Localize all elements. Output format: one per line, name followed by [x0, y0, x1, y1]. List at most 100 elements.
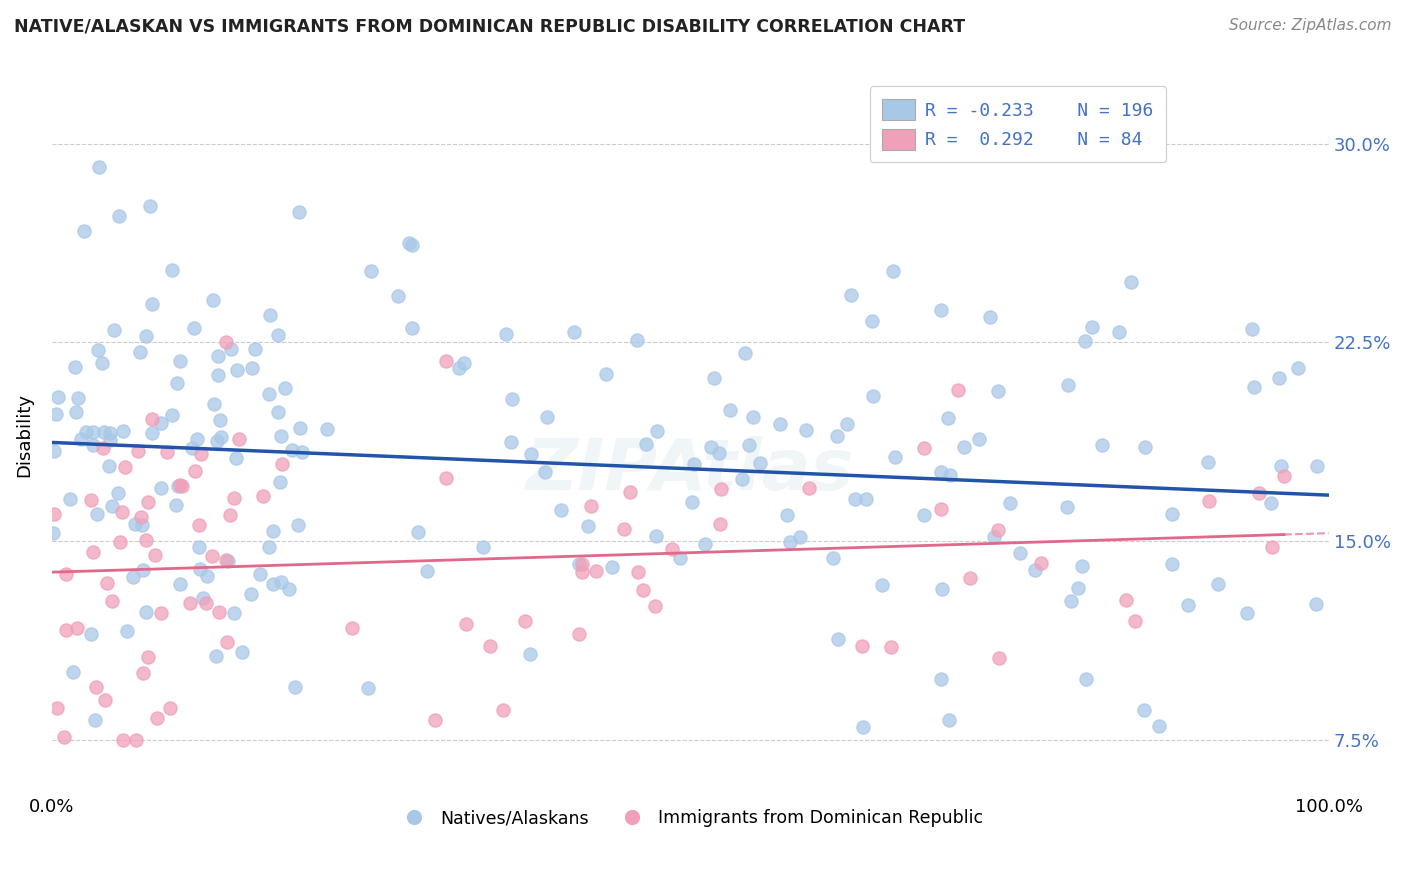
Point [734, 345, 756, 359]
Point [700, 440, 723, 454]
Point [718, 403, 741, 417]
Point [1177, 599, 1199, 613]
Point [53, 731, 76, 745]
Point [159, 701, 181, 715]
Point [80, 627, 103, 641]
Point [146, 711, 169, 725]
Point [1071, 559, 1094, 574]
Point [579, 499, 602, 513]
Point [571, 557, 593, 571]
Point [645, 529, 668, 543]
Point [108, 209, 131, 223]
Point [114, 460, 136, 475]
Point [201, 549, 224, 564]
Point [66, 391, 89, 405]
Point [243, 343, 266, 357]
Point [533, 466, 555, 480]
Point [93, 425, 115, 440]
Point [1147, 719, 1170, 733]
Point [287, 205, 309, 219]
Point [101, 499, 124, 513]
Point [195, 569, 218, 583]
Point [499, 434, 522, 449]
Point [1057, 378, 1080, 392]
Point [472, 540, 495, 554]
Point [65, 404, 87, 418]
Point [274, 381, 297, 395]
Point [191, 591, 214, 606]
Point [661, 541, 683, 556]
Point [166, 478, 188, 492]
Point [987, 384, 1010, 399]
Point [225, 451, 247, 466]
Point [150, 481, 173, 495]
Point [75, 425, 97, 440]
Point [82, 545, 104, 559]
Point [240, 360, 263, 375]
Point [595, 368, 617, 382]
Point [929, 302, 952, 317]
Point [115, 624, 138, 638]
Point [277, 582, 299, 597]
Point [644, 599, 666, 614]
Point [121, 569, 143, 583]
Point [501, 392, 523, 406]
Point [259, 308, 281, 322]
Point [912, 441, 935, 455]
Point [42, 443, 65, 458]
Point [150, 606, 173, 620]
Point [281, 442, 304, 457]
Point [434, 354, 457, 368]
Point [983, 530, 1005, 544]
Point [827, 632, 849, 647]
Point [401, 238, 423, 252]
Point [797, 481, 820, 495]
Point [967, 433, 990, 447]
Point [568, 558, 591, 572]
Text: Source: ZipAtlas.com: Source: ZipAtlas.com [1229, 18, 1392, 33]
Point [1091, 437, 1114, 451]
Point [107, 486, 129, 500]
Point [425, 713, 447, 727]
Point [709, 517, 731, 532]
Point [262, 524, 284, 538]
Point [219, 342, 242, 356]
Point [226, 363, 249, 377]
Point [852, 720, 875, 734]
Point [231, 644, 253, 658]
Point [939, 468, 962, 483]
Point [63, 360, 86, 375]
Point [585, 564, 607, 578]
Point [959, 571, 981, 585]
Point [454, 617, 477, 632]
Point [101, 593, 124, 607]
Point [239, 587, 262, 601]
Point [217, 554, 239, 568]
Point [125, 733, 148, 747]
Point [215, 335, 238, 350]
Point [207, 368, 229, 382]
Point [169, 577, 191, 591]
Point [208, 413, 231, 427]
Point [825, 429, 848, 443]
Point [1197, 455, 1219, 469]
Point [93, 692, 115, 706]
Point [340, 621, 363, 635]
Point [636, 436, 658, 450]
Point [169, 478, 191, 492]
Point [45, 701, 67, 715]
Point [42, 507, 65, 521]
Point [111, 505, 134, 519]
Point [201, 293, 224, 308]
Point [135, 533, 157, 547]
Point [84, 680, 107, 694]
Point [73, 224, 96, 238]
Point [270, 429, 292, 443]
Point [479, 639, 502, 653]
Point [562, 325, 585, 339]
Point [62, 665, 84, 679]
Point [742, 410, 765, 425]
Point [291, 445, 314, 459]
Point [1161, 508, 1184, 522]
Point [96, 576, 118, 591]
